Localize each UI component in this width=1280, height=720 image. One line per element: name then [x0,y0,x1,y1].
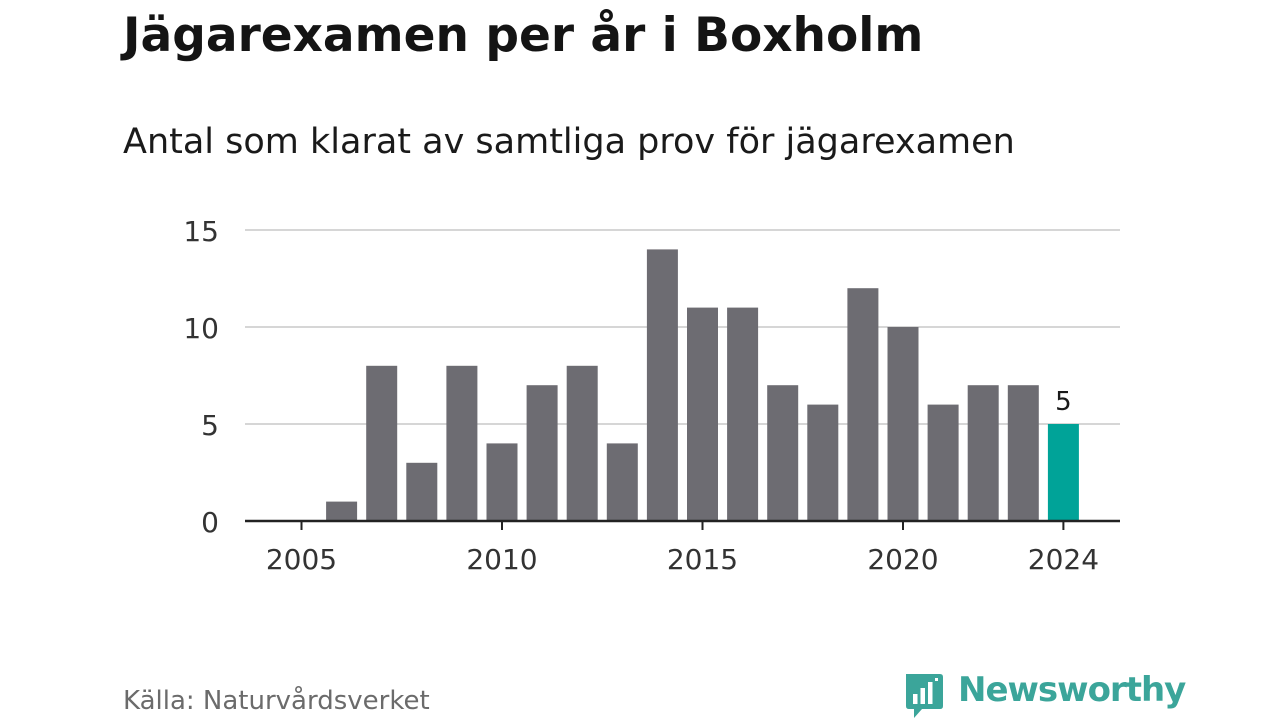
bar-2021 [927,404,959,521]
bar-2022 [967,385,999,521]
bar-2011 [526,385,558,521]
newsworthy-logo-icon [906,674,943,718]
brand-name: Newsworthy [958,670,1186,710]
chart-subtitle: Antal som klarat av samtliga prov för jä… [123,122,1015,162]
bars [326,249,1079,521]
bar-2018 [807,404,839,521]
brand-logo: Newsworthy [902,670,1186,720]
bar-2024 [1047,424,1079,521]
x-tick-label: 2010 [466,543,537,576]
bar-2006 [326,501,358,521]
bar-chart: 0 5 10 15 2005 2010 2015 2020 2024 5 [183,215,1120,576]
y-tick-label: 0 [201,506,219,539]
bar-2017 [767,385,799,521]
bar-2020 [887,327,919,521]
source-note: Källa: Naturvårdsverket [123,686,430,716]
bar-2016 [727,307,759,521]
bar-2009 [446,365,478,521]
x-axis-ticks: 2005 2010 2015 2020 2024 [266,521,1099,576]
bar-2010 [486,443,518,521]
bar-2015 [687,307,718,521]
x-tick-label: 2020 [867,543,938,576]
data-labels: 5 [1055,387,1072,417]
bar-2008 [406,462,438,521]
x-tick-label: 2005 [266,543,337,576]
y-tick-label: 15 [183,215,219,248]
y-tick-label: 10 [183,312,219,345]
bar-2014 [646,249,678,521]
bar-2013 [606,443,638,521]
x-tick-label: 2015 [667,543,738,576]
chart-title: Jägarexamen per år i Boxholm [123,8,924,63]
bar-2019 [847,288,879,521]
data-label-highlight: 5 [1055,387,1072,417]
y-axis-ticks: 0 5 10 15 [183,215,219,539]
bar-2023 [1007,385,1039,521]
bar-2012 [566,365,598,521]
y-tick-label: 5 [201,409,219,442]
bar-2007 [366,365,398,521]
x-tick-label: 2024 [1028,543,1099,576]
